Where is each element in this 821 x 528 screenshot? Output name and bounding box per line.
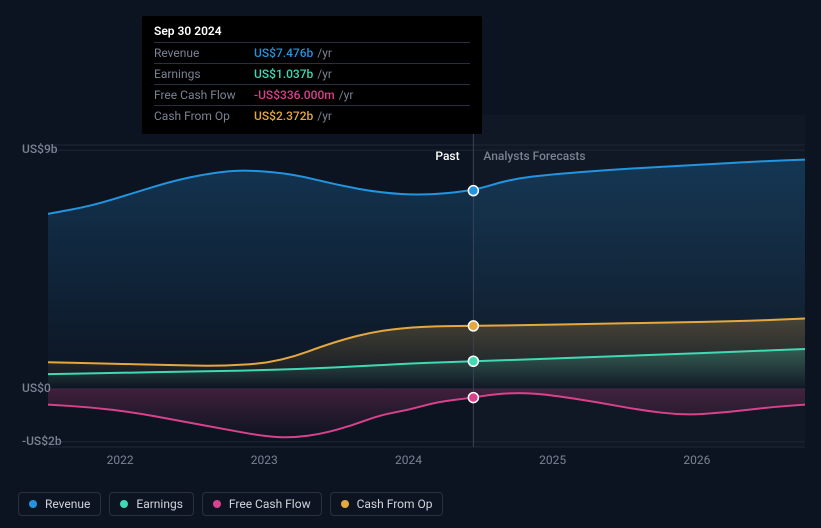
tooltip-metric-unit: /yr (317, 46, 332, 60)
tooltip-metric-unit: /yr (317, 109, 332, 123)
tooltip-metric-unit: /yr (339, 88, 354, 102)
tooltip-metric-label: Revenue (154, 46, 254, 60)
legend-label: Earnings (136, 497, 183, 511)
tooltip-date: Sep 30 2024 (154, 24, 470, 42)
hover-tooltip: Sep 30 2024 RevenueUS$7.476b/yrEarningsU… (142, 16, 482, 134)
legend-item-revenue[interactable]: Revenue (18, 492, 101, 516)
legend-dot-icon (29, 500, 37, 508)
legend: Revenue Earnings Free Cash Flow Cash From O… (18, 492, 443, 516)
tooltip-row: RevenueUS$7.476b/yr (154, 42, 470, 63)
tooltip-metric-value: US$1.037b (254, 67, 313, 81)
tooltip-metric-value: US$7.476b (254, 46, 313, 60)
legend-label: Cash From Op (357, 497, 433, 511)
tooltip-metric-value: -US$336.000m (254, 88, 335, 102)
legend-label: Free Cash Flow (229, 497, 311, 511)
tooltip-metric-label: Earnings (154, 67, 254, 81)
legend-label: Revenue (45, 497, 90, 511)
legend-item-cash_from_op[interactable]: Cash From Op (330, 492, 444, 516)
y-axis-tick: US$0 (22, 381, 51, 395)
tooltip-row: Cash From OpUS$2.372b/yr (154, 105, 470, 126)
x-axis-tick: 2024 (395, 453, 422, 467)
tooltip-row: Free Cash Flow-US$336.000m/yr (154, 84, 470, 105)
forecast-region-label: Analysts Forecasts (483, 149, 585, 163)
tooltip-metric-label: Cash From Op (154, 109, 254, 123)
x-axis-tick: 2023 (251, 453, 278, 467)
x-axis-tick: 2025 (539, 453, 566, 467)
legend-dot-icon (120, 500, 128, 508)
y-axis-tick: -US$2b (22, 434, 62, 448)
x-axis-tick: 2022 (107, 453, 134, 467)
tooltip-row: EarningsUS$1.037b/yr (154, 63, 470, 84)
legend-dot-icon (341, 500, 349, 508)
financial-chart: US$9b US$0 -US$2b 2022 2023 2024 2025 2026 Pas… (0, 0, 821, 524)
past-region-label: Past (435, 149, 459, 163)
y-axis-tick: US$9b (22, 142, 58, 156)
legend-dot-icon (213, 500, 221, 508)
tooltip-metric-label: Free Cash Flow (154, 88, 254, 102)
x-axis-tick: 2026 (683, 453, 710, 467)
tooltip-metric-unit: /yr (317, 67, 332, 81)
tooltip-metric-value: US$2.372b (254, 109, 313, 123)
legend-item-earnings[interactable]: Earnings (109, 492, 194, 516)
legend-item-fcf[interactable]: Free Cash Flow (202, 492, 322, 516)
